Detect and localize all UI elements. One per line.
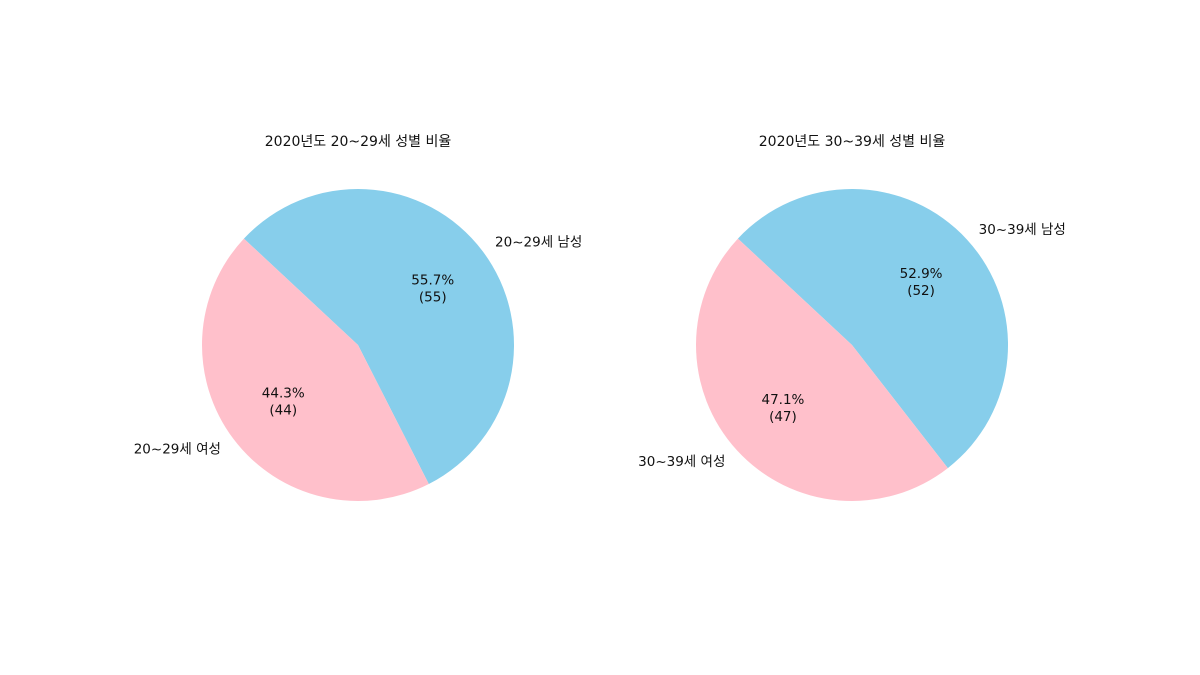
- pie-chart-20s: 2020년도 20~29세 성별 비율 20~29세 남성 55.7%(55) 20…: [134, 134, 582, 502]
- slice-percent-label: 52.9%: [900, 266, 943, 282]
- slice-percent-label: 47.1%: [761, 392, 804, 408]
- slice-count-label: (47): [769, 409, 797, 425]
- slice-percent-label: 44.3%: [262, 385, 305, 401]
- slice-label: 20~29세 여성: [134, 441, 221, 457]
- chart-title: 2020년도 30~39세 성별 비율: [759, 134, 946, 150]
- slice-label: 30~39세 남성: [979, 222, 1066, 238]
- pie-slice: [243, 189, 515, 484]
- slice-count-label: (52): [907, 283, 935, 299]
- pie-slice: [202, 238, 429, 502]
- pie-chart-30s: 2020년도 30~39세 성별 비율 30~39세 남성 52.9%(52) 30…: [638, 134, 1066, 501]
- slice-label: 20~29세 남성: [495, 235, 582, 251]
- pie-slice: [737, 188, 1009, 469]
- chart-title: 2020년도 20~29세 성별 비율: [265, 134, 452, 150]
- slice-percent-label: 55.7%: [411, 273, 454, 289]
- slice-label: 30~39세 여성: [638, 454, 725, 470]
- slice-count-label: (55): [419, 290, 447, 306]
- slice-count-label: (44): [269, 402, 297, 418]
- pie-slice: [696, 238, 948, 501]
